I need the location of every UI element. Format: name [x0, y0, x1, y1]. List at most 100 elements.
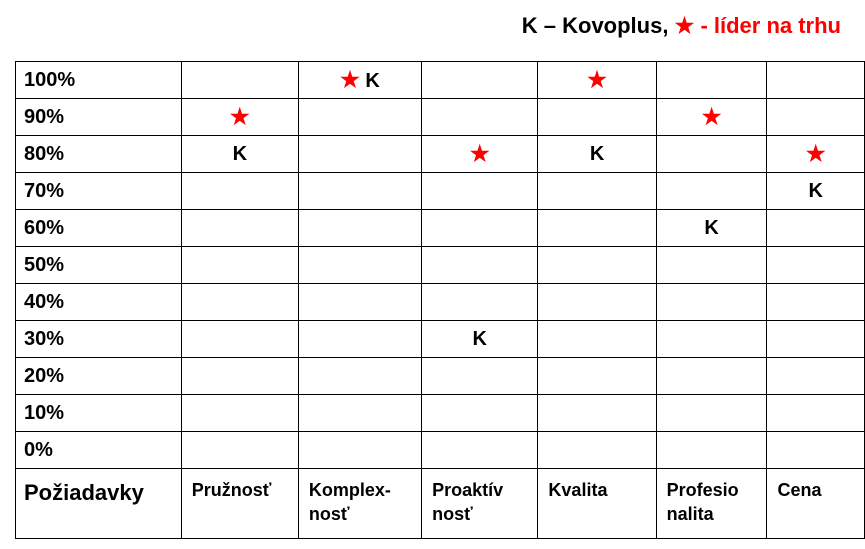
rating-cell	[180, 172, 299, 210]
table-row: 10%	[15, 394, 865, 432]
rating-cell	[655, 283, 768, 321]
rating-cell	[537, 246, 657, 284]
requirement-name: Pružnosť	[191, 480, 272, 500]
kovoplus-mark: K	[232, 142, 248, 165]
rating-cell	[537, 394, 657, 432]
legend-leader-label: - líder na trhu	[700, 13, 841, 38]
rating-cell	[297, 172, 423, 210]
rating-cell: ★	[180, 98, 299, 136]
rating-cell: K	[537, 135, 657, 173]
rating-cell	[766, 246, 865, 284]
requirement-header-cell: Proaktív nosť	[421, 468, 539, 539]
requirement-header-cell: Profesio nalita	[655, 468, 768, 539]
requirement-header-cell: Kvalita	[537, 468, 657, 539]
table-row: 60% K	[15, 209, 865, 247]
table-row: 100% ★ K ★	[15, 61, 865, 99]
percent-label: 100%	[15, 61, 182, 99]
rating-cell	[421, 172, 539, 210]
table-row: 80% K ★ K ★	[15, 135, 865, 173]
rating-cell	[537, 283, 657, 321]
rating-cell	[537, 320, 657, 358]
rating-cell: K	[655, 209, 768, 247]
rating-cell	[537, 209, 657, 247]
rating-cell	[180, 61, 299, 99]
kovoplus-mark: K	[589, 142, 605, 165]
rating-cell	[766, 98, 865, 136]
rating-cell	[297, 431, 423, 469]
requirement-name: Proaktív	[432, 480, 504, 500]
market-leader-star-icon: ★	[340, 67, 360, 92]
rating-cell	[180, 394, 299, 432]
rating-cell: K	[180, 135, 299, 173]
requirement-name: Profesio	[666, 480, 739, 500]
percent-label: 60%	[15, 209, 182, 247]
table-row: 90% ★ ★	[15, 98, 865, 136]
rating-cell: ★	[421, 135, 539, 173]
rating-cell	[421, 357, 539, 395]
rating-cell	[180, 283, 299, 321]
rating-cell	[180, 209, 299, 247]
rating-cell	[421, 246, 539, 284]
legend: K – Kovoplus, ★ - líder na trhu	[522, 13, 841, 39]
market-leader-star-icon: ★	[469, 141, 490, 166]
rating-cell	[655, 135, 768, 173]
rating-cell: ★	[766, 135, 865, 173]
rating-cell: ★ K	[297, 61, 423, 99]
percent-label: 30%	[15, 320, 182, 358]
rating-cell: ★	[655, 98, 768, 136]
rating-cell	[655, 246, 768, 284]
requirement-name: Kvalita	[548, 480, 608, 500]
percent-label: 90%	[15, 98, 182, 136]
requirement-name: Cena	[777, 480, 822, 500]
kovoplus-mark: K	[808, 179, 823, 202]
percent-label: 80%	[15, 135, 182, 173]
percent-label: 50%	[15, 246, 182, 284]
rating-cell	[766, 209, 865, 247]
market-leader-star-icon: ★	[587, 67, 607, 92]
rating-cell	[766, 431, 865, 469]
rating-cell	[766, 61, 865, 99]
rating-cell	[297, 320, 423, 358]
table-row: 70% K	[15, 172, 865, 210]
rating-cell	[297, 394, 423, 432]
rating-cell	[180, 320, 299, 358]
rating-cell	[297, 357, 423, 395]
legend-star-icon: ★	[674, 13, 695, 38]
rating-cell	[655, 394, 768, 432]
rating-cell	[766, 320, 865, 358]
requirements-label: Požiadavky	[15, 468, 182, 539]
rating-cell	[655, 172, 768, 210]
requirement-name-continued: nosť	[432, 504, 473, 524]
rating-cell	[297, 98, 423, 136]
kovoplus-mark: K	[704, 216, 719, 239]
requirement-header-cell: Pružnosť	[180, 468, 299, 539]
rating-cell	[421, 209, 539, 247]
percent-label: 70%	[15, 172, 182, 210]
rating-cell	[766, 357, 865, 395]
rating-cell	[655, 357, 768, 395]
rating-cell	[180, 431, 299, 469]
legend-kovoplus-label: K – Kovoplus,	[521, 13, 669, 38]
requirement-name-continued: nalita	[666, 504, 714, 524]
market-leader-star-icon: ★	[229, 104, 250, 129]
rating-cell	[655, 61, 768, 99]
rating-cell: K	[421, 320, 539, 358]
percent-label: 20%	[15, 357, 182, 395]
market-leader-star-icon: ★	[805, 141, 826, 166]
table-row: 50%	[15, 246, 865, 284]
requirements-table: 100% ★ K ★ 90% ★ ★ 80% K ★ K ★ 70% K 60% K 50% 40% 30% K 20…	[15, 61, 865, 539]
requirement-name: Komplex-	[308, 480, 391, 500]
percent-label: 40%	[15, 283, 182, 321]
rating-cell	[297, 246, 423, 284]
requirement-name-continued: nosť	[308, 504, 350, 524]
requirement-header-cell: Komplex-nosť	[297, 468, 423, 539]
percent-label: 10%	[15, 394, 182, 432]
rating-cell	[537, 431, 657, 469]
table-row: 20%	[15, 357, 865, 395]
rating-cell	[766, 394, 865, 432]
rating-cell	[421, 98, 539, 136]
kovoplus-mark: K	[365, 70, 380, 92]
rating-cell	[421, 61, 539, 99]
table-row: 40%	[15, 283, 865, 321]
rating-cell	[297, 283, 423, 321]
